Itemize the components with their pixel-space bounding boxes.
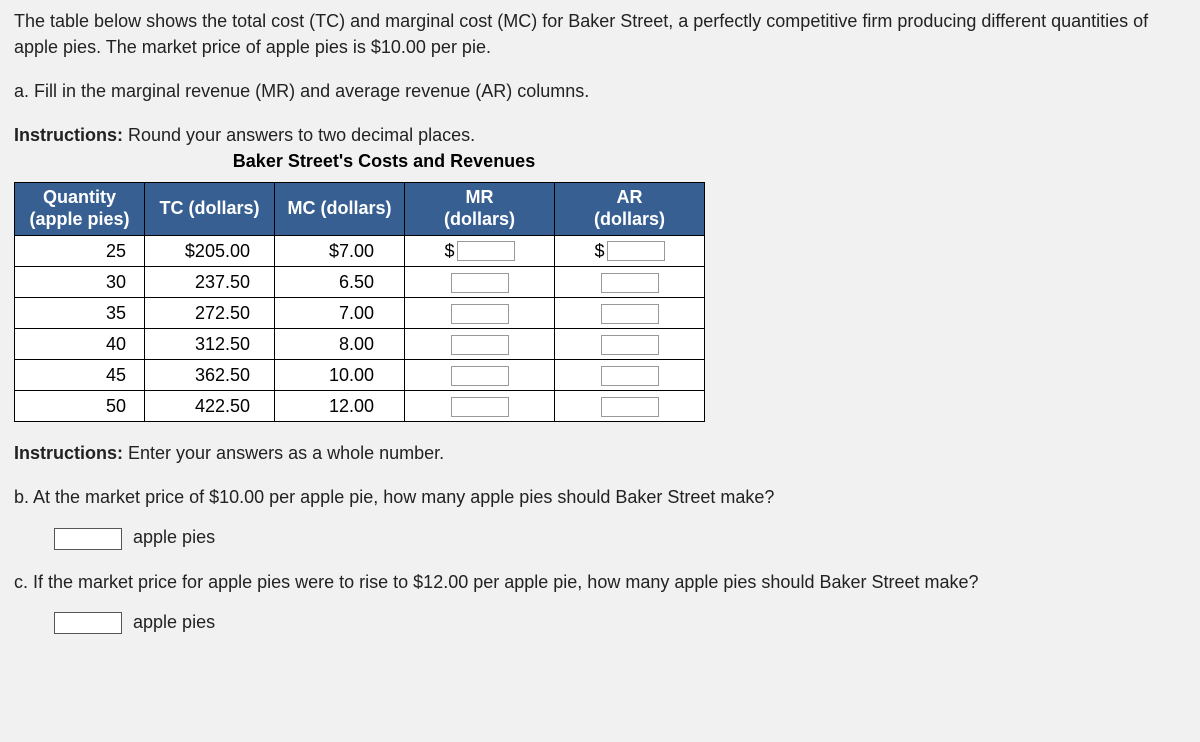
mr-input[interactable] <box>451 397 509 417</box>
cell-quantity: 35 <box>15 297 145 328</box>
instructions-2: Instructions: Enter your answers as a wh… <box>14 440 1186 466</box>
instructions-2-text: Enter your answers as a whole number. <box>123 443 444 463</box>
col-header-mc: MC (dollars) <box>275 183 405 235</box>
cell-mr <box>405 266 555 297</box>
cell-quantity: 30 <box>15 266 145 297</box>
table-row: 25$205.00$7.00 $ $ <box>15 235 705 266</box>
cell-mr <box>405 297 555 328</box>
cell-mc: 6.50 <box>275 266 405 297</box>
cell-tc: 237.50 <box>145 266 275 297</box>
mr-input[interactable] <box>457 241 515 261</box>
cell-quantity: 50 <box>15 391 145 422</box>
ar-input[interactable] <box>601 397 659 417</box>
dollar-sign: $ <box>444 238 454 264</box>
col-header-tc: TC (dollars) <box>145 183 275 235</box>
cost-revenue-table: Quantity(apple pies) TC (dollars) MC (do… <box>14 182 705 422</box>
cell-ar <box>555 328 705 359</box>
cell-tc: 312.50 <box>145 328 275 359</box>
table-row: 30237.506.50 <box>15 266 705 297</box>
table-row: 35272.507.00 <box>15 297 705 328</box>
intro-text: The table below shows the total cost (TC… <box>14 8 1186 60</box>
col-header-ar: AR(dollars) <box>555 183 705 235</box>
table-row: 40312.508.00 <box>15 328 705 359</box>
part-a-text: a. Fill in the marginal revenue (MR) and… <box>14 78 1186 104</box>
cell-tc: 422.50 <box>145 391 275 422</box>
cell-quantity: 45 <box>15 360 145 391</box>
cell-ar <box>555 297 705 328</box>
instructions-1: Instructions: Round your answers to two … <box>14 122 1186 148</box>
instructions-2-label: Instructions: <box>14 443 123 463</box>
cell-mc: 12.00 <box>275 391 405 422</box>
instructions-1-text: Round your answers to two decimal places… <box>123 125 475 145</box>
part-c-answer-line: apple pies <box>54 609 1186 635</box>
mr-input[interactable] <box>451 273 509 293</box>
cell-mr <box>405 391 555 422</box>
part-b-text: b. At the market price of $10.00 per app… <box>14 484 1186 510</box>
cell-ar: $ <box>555 235 705 266</box>
cell-quantity: 40 <box>15 328 145 359</box>
part-b-input[interactable] <box>54 528 122 550</box>
cell-mc: $7.00 <box>275 235 405 266</box>
cell-tc: 272.50 <box>145 297 275 328</box>
cell-ar <box>555 391 705 422</box>
table-row: 50422.5012.00 <box>15 391 705 422</box>
cell-tc: 362.50 <box>145 360 275 391</box>
col-header-quantity: Quantity(apple pies) <box>15 183 145 235</box>
cell-mr <box>405 360 555 391</box>
cell-mc: 10.00 <box>275 360 405 391</box>
part-b-unit: apple pies <box>133 527 215 547</box>
part-b-answer-line: apple pies <box>54 524 1186 550</box>
ar-input[interactable] <box>601 335 659 355</box>
part-c-text: c. If the market price for apple pies we… <box>14 569 1186 595</box>
cell-mc: 8.00 <box>275 328 405 359</box>
cell-mc: 7.00 <box>275 297 405 328</box>
dollar-sign: $ <box>594 238 604 264</box>
table-title: Baker Street's Costs and Revenues <box>14 148 754 176</box>
part-c-unit: apple pies <box>133 612 215 632</box>
mr-input[interactable] <box>451 335 509 355</box>
col-header-mr: MR(dollars) <box>405 183 555 235</box>
table-row: 45362.5010.00 <box>15 360 705 391</box>
cell-mr <box>405 328 555 359</box>
ar-input[interactable] <box>607 241 665 261</box>
part-c-input[interactable] <box>54 612 122 634</box>
ar-input[interactable] <box>601 304 659 324</box>
ar-input[interactable] <box>601 273 659 293</box>
cell-ar <box>555 266 705 297</box>
cell-tc: $205.00 <box>145 235 275 266</box>
mr-input[interactable] <box>451 366 509 386</box>
instructions-1-label: Instructions: <box>14 125 123 145</box>
cell-quantity: 25 <box>15 235 145 266</box>
cell-mr: $ <box>405 235 555 266</box>
mr-input[interactable] <box>451 304 509 324</box>
cell-ar <box>555 360 705 391</box>
ar-input[interactable] <box>601 366 659 386</box>
